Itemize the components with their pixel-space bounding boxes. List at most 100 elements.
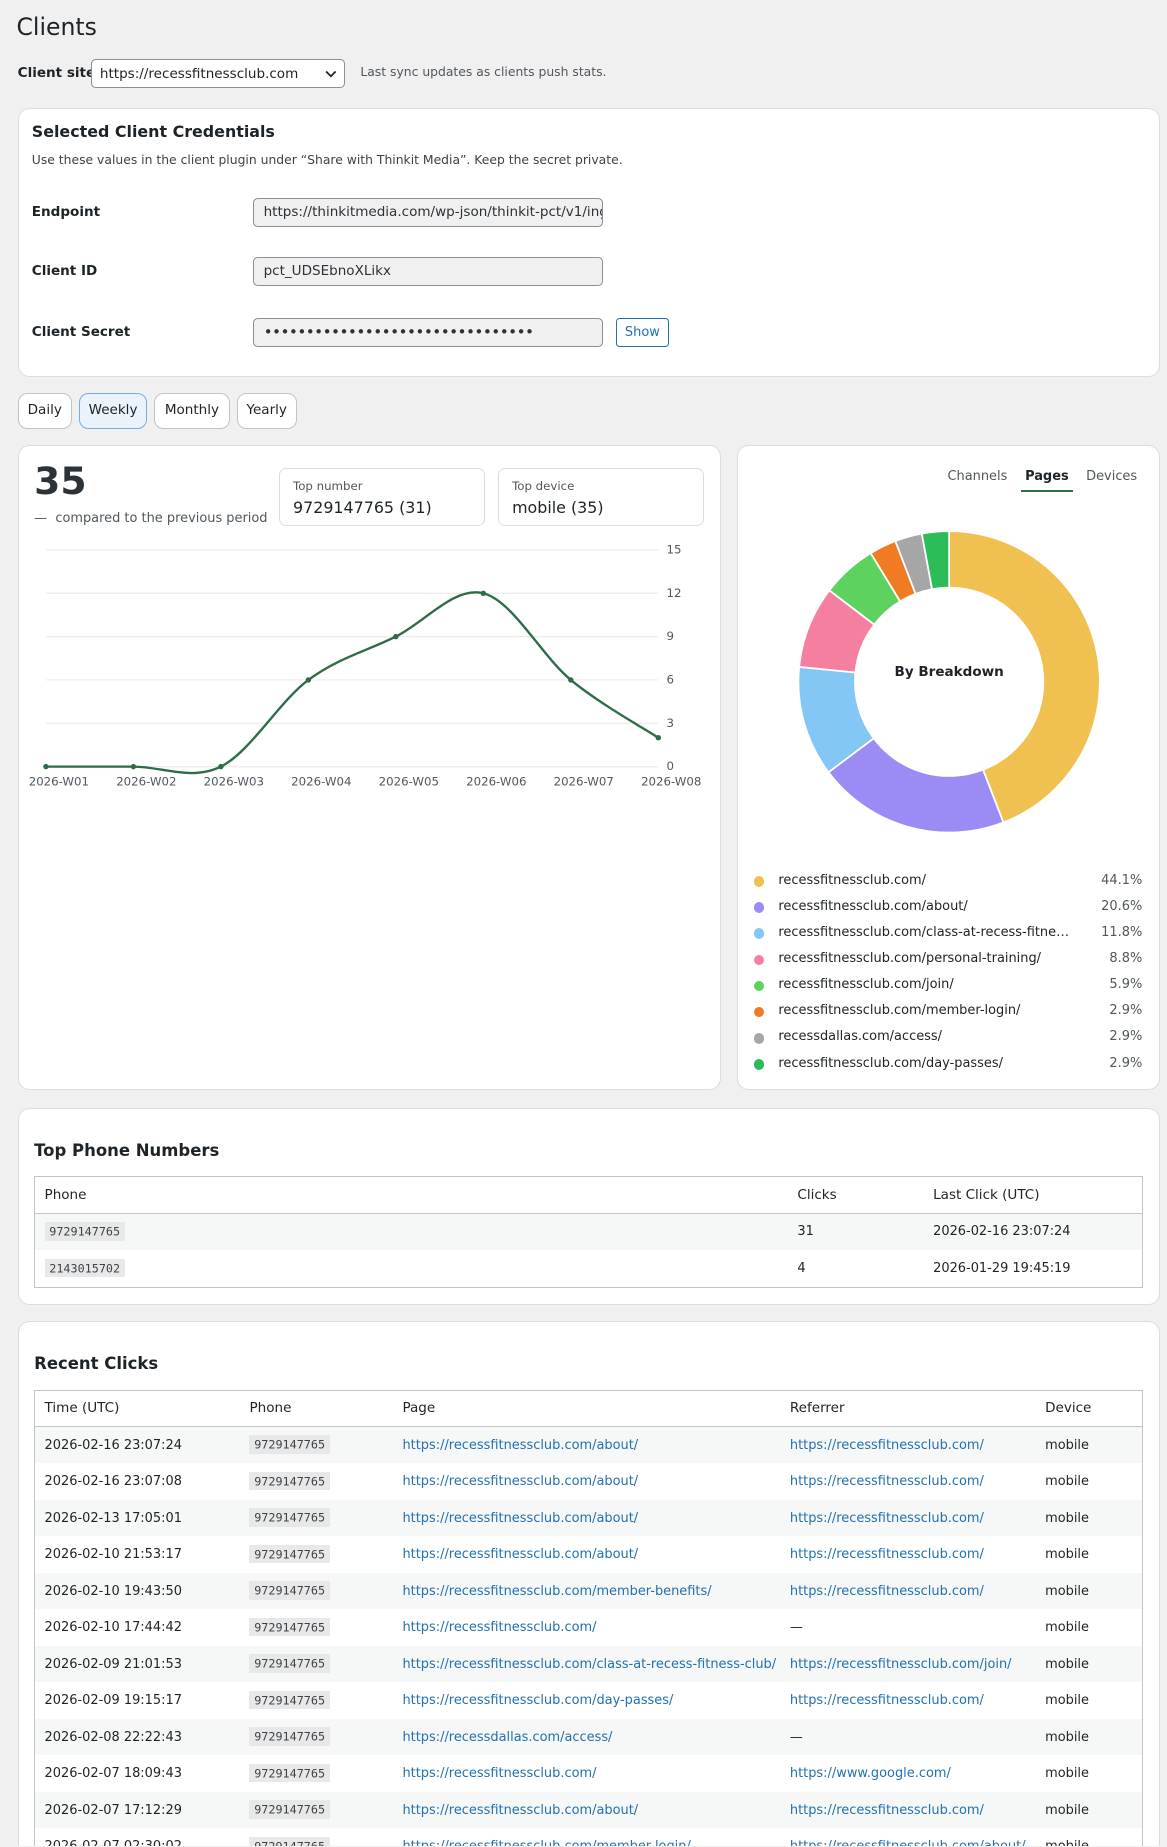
table: Time (UTC) Phone Page Referrer Device 2026-02…: [35, 1390, 1143, 1847]
cell-text: mobile: [1045, 1729, 1089, 1745]
table-cell: 9729147765: [240, 1828, 394, 1847]
phone-number: 9729147765: [44, 1222, 125, 1241]
link[interactable]: https://recessfitnessclub.com/: [789, 1437, 984, 1453]
table-cell: mobile: [1035, 1755, 1143, 1792]
page-title: Clients: [16, 12, 97, 41]
table-cell: 2026-02-08 22:22:43: [35, 1718, 241, 1756]
phone-number: 2143015702: [44, 1258, 125, 1278]
cell-text: 2026-02-13 17:05:01: [44, 1510, 182, 1526]
link[interactable]: https://recessfitnessclub.com/: [402, 1620, 597, 1636]
period-button[interactable]: Yearly: [236, 393, 297, 429]
period-button[interactable]: Daily: [17, 393, 72, 429]
field-label: Endpoint: [31, 203, 101, 220]
table-cell: 2026-02-10 17:44:42: [35, 1609, 241, 1646]
table-row: 2026-02-13 17:05:01 9729147765 https://rec…: [35, 1499, 1143, 1537]
link[interactable]: https://recessfitnessclub.com/about/: [402, 1510, 639, 1526]
y-tick-label: 6: [667, 672, 675, 686]
table-row: 2026-02-09 21:01:53 9729147765 https://rec…: [35, 1645, 1143, 1683]
legend-label: recessdallas.com/access/: [778, 1029, 942, 1045]
change-note: compared to the previous period: [55, 511, 268, 527]
link[interactable]: https://recessfitnessclub.com/: [402, 1766, 597, 1782]
x-tick-label: 2026-W06: [466, 774, 526, 788]
legend-value: 2.9%: [1109, 1003, 1143, 1019]
table-cell: 2026-02-07 18:09:43: [35, 1755, 241, 1792]
table-row: 2026-02-09 19:15:17 9729147765 https://rec…: [35, 1682, 1143, 1719]
table-cell: 2026-02-10 19:43:50: [35, 1572, 241, 1610]
table-head: Time (UTC) Phone Page Referrer Device: [35, 1390, 1143, 1427]
cell-text: 2026-02-16 23:07:24: [933, 1224, 1071, 1240]
top-phones-table: Phone Clicks Last Click (UTC) 9729147765 31 2…: [34, 1176, 1144, 1288]
x-tick-label: 2026-W07: [554, 774, 614, 788]
link[interactable]: https://recessfitnessclub.com/about/: [402, 1547, 639, 1563]
table-cell: mobile: [1035, 1572, 1143, 1610]
link[interactable]: https://recessfitnessclub.com/: [789, 1583, 984, 1599]
link[interactable]: https://recessfitnessclub.com/about/: [402, 1802, 639, 1818]
field-input[interactable]: pct_UDSEbnoXLikx: [253, 256, 603, 287]
cell-text: mobile: [1045, 1474, 1089, 1490]
link[interactable]: https://recessfitnessclub.com/class-at-r…: [402, 1656, 777, 1672]
legend-dot: [753, 954, 765, 966]
breakdown-tab[interactable]: Channels: [947, 468, 1008, 484]
link[interactable]: https://recessfitnessclub.com/: [789, 1510, 984, 1526]
cell-text: mobile: [1045, 1547, 1089, 1563]
table-cell: 9729147765: [35, 1213, 788, 1251]
legend-item: recessdallas.com/access/2.9%: [0, 1028, 1167, 1052]
period-button[interactable]: Weekly: [78, 393, 148, 429]
link[interactable]: https://recessfitnessclub.com/day-passes…: [402, 1693, 674, 1709]
table-cell: 9729147765: [240, 1426, 394, 1464]
table-cell: https://recessfitnessclub.com/: [393, 1755, 781, 1792]
legend-value: 8.8%: [1109, 951, 1143, 967]
link[interactable]: https://recessfitnessclub.com/about/: [402, 1474, 639, 1490]
cell-text: mobile: [1045, 1656, 1089, 1672]
cell-text: 31: [797, 1224, 814, 1240]
link[interactable]: https://recessfitnessclub.com/: [789, 1547, 984, 1563]
field-input[interactable]: ••••••••••••••••••••••••••••••••: [253, 317, 603, 348]
legend-value: 2.9%: [1109, 1055, 1143, 1071]
table-cell: mobile: [1035, 1645, 1143, 1683]
link[interactable]: https://recessfitnessclub.com/about/: [402, 1437, 639, 1453]
show-button[interactable]: Show: [615, 317, 669, 348]
trend-point: [480, 590, 487, 596]
period-button[interactable]: Monthly: [154, 393, 230, 429]
link[interactable]: https://www.google.com/: [789, 1766, 951, 1782]
table-cell: 31: [787, 1213, 924, 1251]
table-cell: 9729147765: [240, 1572, 394, 1610]
link[interactable]: https://recessfitnessclub.com/: [789, 1693, 984, 1709]
table-cell: mobile: [1035, 1609, 1143, 1646]
phone-number: 9729147765: [249, 1617, 330, 1637]
x-tick-label: 2026-W08: [641, 774, 701, 788]
phone-number: 9729147765: [249, 1690, 330, 1710]
top-phones-title: Top Phone Numbers: [34, 1141, 220, 1161]
link[interactable]: https://recessfitnessclub.com/member-log…: [402, 1839, 690, 1846]
cell-text: 2026-02-08 22:22:43: [44, 1729, 182, 1745]
table-head: Phone Clicks Last Click (UTC): [35, 1177, 1143, 1214]
table-cell: https://recessfitnessclub.com/about/: [780, 1828, 1036, 1847]
legend-item: recessfitnessclub.com/join/5.9%: [0, 976, 1167, 1000]
cell-text: 2026-02-09 21:01:53: [44, 1656, 182, 1672]
field-input[interactable]: https://thinkitmedia.com/wp-json/thinkit…: [253, 197, 603, 228]
column-header: Phone: [35, 1177, 788, 1214]
legend-dot: [753, 1059, 765, 1070]
charts-layer: 0 3 6 9 12 15 2026-W01 2026-W02 2026-W03 2026-W04…: [29, 530, 1101, 834]
link[interactable]: https://recessfitnessclub.com/member-ben…: [402, 1583, 712, 1599]
x-tick-label: 2026-W05: [379, 774, 439, 788]
phone-number: 9729147765: [249, 1544, 330, 1564]
trend-point: [130, 763, 137, 770]
link[interactable]: https://recessfitnessclub.com/: [789, 1802, 984, 1818]
cell-text: 2026-02-07 18:09:43: [44, 1766, 182, 1782]
trend-point: [218, 763, 224, 770]
link[interactable]: https://recessdallas.com/access/: [402, 1729, 613, 1745]
breakdown-tab[interactable]: Pages: [1025, 468, 1069, 484]
table-cell: https://www.google.com/: [780, 1755, 1036, 1792]
summary-card-label: Top number: [293, 479, 363, 494]
table-cell: https://recessfitnessclub.com/: [780, 1426, 1036, 1464]
link[interactable]: https://recessfitnessclub.com/join/: [789, 1656, 1012, 1672]
breakdown-tab[interactable]: Devices: [1086, 468, 1138, 484]
link[interactable]: https://recessfitnessclub.com/about/: [790, 1839, 1026, 1846]
site-select[interactable]: https://recessfitnessclub.com: [90, 58, 346, 89]
trend-line: [45, 591, 659, 775]
link[interactable]: https://recessfitnessclub.com/: [789, 1474, 984, 1490]
y-tick-label: 12: [667, 586, 682, 600]
table-cell: https://recessfitnessclub.com/: [780, 1791, 1036, 1829]
legend-dot: [753, 902, 765, 913]
